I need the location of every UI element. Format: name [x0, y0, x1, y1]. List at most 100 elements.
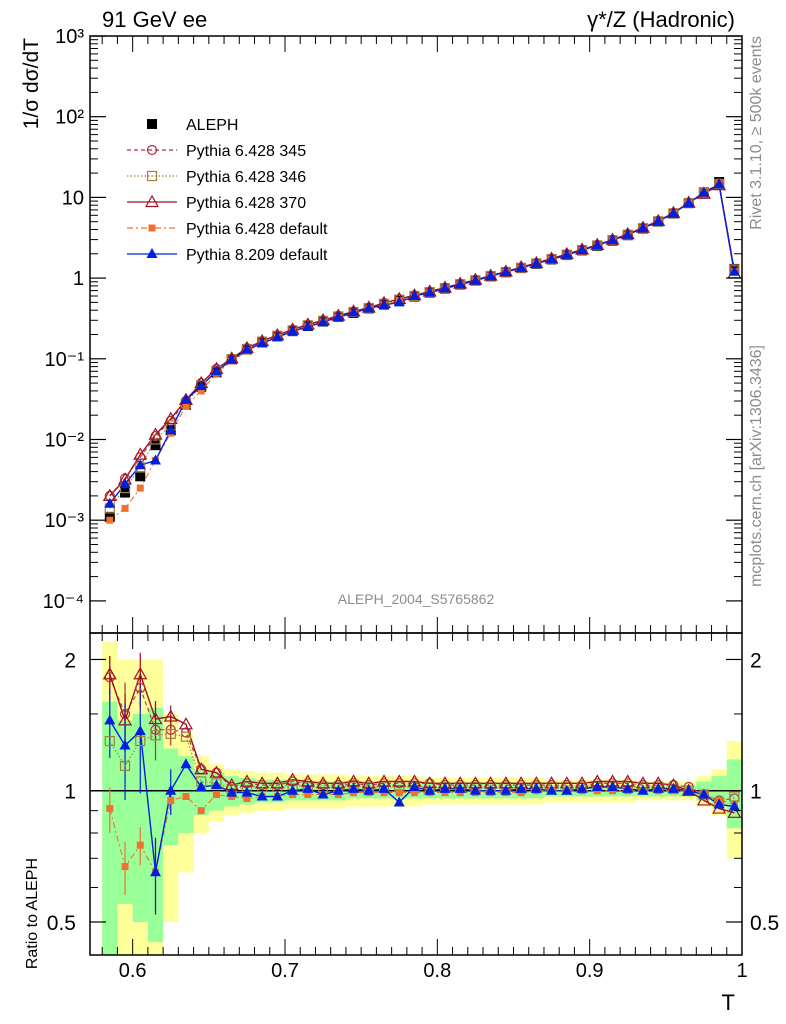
- p370-point: [148, 427, 163, 440]
- p6def-ratio-point: [304, 791, 312, 799]
- p8def-point: [195, 380, 207, 391]
- p8def-point: [667, 207, 679, 218]
- p370-ratio-point: [696, 793, 711, 806]
- bottom-ylabel: Ratio to ALEPH: [24, 858, 41, 969]
- p8def-ratio-point: [530, 782, 542, 793]
- x-tick-label: 0.8: [423, 960, 451, 982]
- p8def-ratio-point: [561, 784, 573, 795]
- aleph-point: [150, 440, 161, 451]
- legend-marker-p345: [146, 144, 158, 156]
- p6def-point: [197, 387, 205, 395]
- p8def-point: [363, 302, 375, 313]
- p8def-ratio-point: [241, 786, 253, 797]
- x-tick-label: 0.6: [119, 960, 147, 982]
- p8def-point: [546, 253, 558, 264]
- p8def-ratio-point: [607, 780, 619, 791]
- legend: ALEPH Pythia 6.428 345 Pythia 6.428 346 Pyt…: [127, 117, 328, 264]
- p8def-ratio-point: [348, 782, 360, 793]
- p8def-point: [561, 248, 573, 259]
- ratio-y-tick-label: 0.5: [47, 912, 76, 935]
- legend-label: ALEPH: [186, 117, 238, 134]
- p8def-ratio-point: [180, 758, 192, 769]
- ratio-y-tick-label-right: 0.5: [750, 912, 779, 935]
- p6def-point: [106, 516, 114, 524]
- bottom-frame: [89, 632, 743, 956]
- p8def-point: [150, 454, 162, 465]
- p8def-ratio-point: [378, 782, 390, 793]
- p8def-ratio-point: [500, 784, 512, 795]
- ratio-line-p346: [109, 733, 735, 804]
- bottom-panel: 0.5 0.5 1 1 2 2 0.6 0.7 0.8 0.9 1: [47, 632, 779, 982]
- p370-point: [133, 447, 148, 460]
- p8def-ratio-point: [408, 780, 420, 791]
- p345-ratio-point: [104, 672, 115, 683]
- legend-label: Pythia 6.428 default: [186, 221, 328, 238]
- p8def-point: [317, 316, 329, 327]
- p370-ratio-point: [102, 667, 117, 680]
- ratio-y-tick-label: 1: [64, 781, 76, 804]
- p6def-ratio-point: [182, 792, 190, 800]
- p370-ratio-point: [194, 762, 209, 775]
- p6def-point: [121, 504, 129, 512]
- p8def-ratio-point: [271, 790, 283, 801]
- p8def-point: [698, 186, 710, 197]
- y-tick-label: 10⁻¹: [45, 349, 85, 371]
- p8def-point: [454, 278, 466, 289]
- p8def-point: [469, 274, 481, 285]
- legend-marker-p370: [144, 194, 160, 208]
- p370-ratio-point: [255, 776, 270, 789]
- p8def-point: [134, 459, 146, 470]
- analysis-id: ALEPH_2004_S5765862: [338, 591, 495, 607]
- xlabel: T: [722, 990, 735, 1015]
- p345-ratio-point: [150, 724, 161, 735]
- top-ylabel: 1/σ dσ/dT: [20, 38, 43, 129]
- p370-ratio-point: [727, 805, 742, 818]
- p8def-point: [302, 320, 314, 331]
- p8def-ratio-point: [454, 782, 466, 793]
- y-tick-label: 10⁻²: [45, 429, 85, 451]
- p370-ratio-point: [163, 709, 178, 722]
- p345-ratio-point: [135, 682, 146, 694]
- p8def-point: [287, 325, 299, 336]
- ratio-y-tick-label: 2: [64, 649, 76, 672]
- header-right: γ*/Z (Hadronic): [587, 7, 735, 32]
- p8def-point: [256, 337, 268, 348]
- p8def-point: [683, 197, 695, 208]
- p6def-ratio-point: [167, 796, 175, 804]
- p6def-ratio-point: [121, 863, 129, 871]
- p8def-point: [378, 298, 390, 309]
- p6def-ratio-point: [136, 841, 144, 849]
- p8def-point: [607, 234, 619, 245]
- p8def-point: [241, 343, 253, 354]
- p370-ratio-point: [392, 774, 407, 787]
- p8def-point: [500, 266, 512, 277]
- p6def-ratio-point: [197, 807, 205, 815]
- p8def-point: [485, 270, 497, 281]
- p8def-point: [408, 289, 420, 300]
- p8def-point: [591, 239, 603, 250]
- p370-ratio-point: [239, 774, 254, 787]
- p8def-ratio-point: [576, 782, 588, 793]
- p8def-ratio-point: [485, 784, 497, 795]
- p8def-point: [728, 265, 740, 276]
- p8def-point: [210, 365, 222, 376]
- uncertainty-band-inner: [147, 707, 164, 942]
- p8def-ratio-point: [150, 866, 162, 877]
- p370-ratio-point: [209, 765, 224, 778]
- ratio-y-tick-label-right: 2: [750, 649, 762, 672]
- p8def-point: [622, 228, 634, 239]
- p8def-ratio-point: [287, 784, 299, 795]
- p8def-ratio-point: [317, 788, 329, 799]
- p8def-ratio-point: [363, 784, 375, 795]
- ratio-y-tick-label-right: 1: [750, 781, 762, 804]
- x-tick-label: 0.9: [576, 960, 604, 982]
- p8def-ratio-point: [439, 782, 451, 793]
- y-tick-label: 10⁻³: [45, 510, 85, 532]
- p6def-point: [182, 402, 190, 410]
- p8def-ratio-point: [424, 784, 436, 795]
- p6def-ratio-point: [106, 805, 114, 813]
- p8def-ratio-point: [622, 782, 634, 793]
- x-tick-label: 0.7: [271, 960, 299, 982]
- p370-ratio-point: [270, 776, 285, 789]
- p6def-point: [136, 484, 144, 492]
